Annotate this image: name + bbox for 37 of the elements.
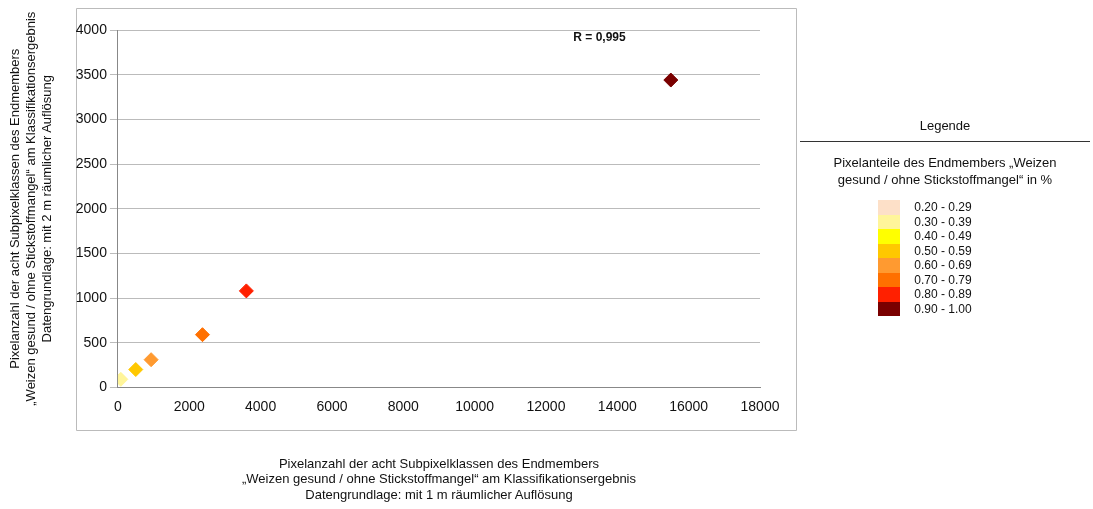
annotation: R = 0,995 [573,30,626,45]
x-tick-label: 0 [114,397,123,414]
legend-title: Pixelanteile des Endmembers „Weizen gesund / ohne Stickstoffmangel“ in % [832,154,1058,188]
legend-label: 0.50 - 0.59 [914,243,972,258]
point [194,327,210,343]
x-tick-label: 6000 [316,397,348,414]
x-tick-label: 4000 [245,397,277,414]
legend-label: 0.30 - 0.39 [914,214,972,229]
point [238,283,254,299]
y-tick-label: 3000 [75,110,108,127]
x-tick-label: 16000 [669,397,709,414]
point [128,362,144,378]
y-tick-label: 1500 [75,244,108,261]
y-tick-label: 3500 [75,65,108,82]
y-tick-label: 1000 [75,288,108,305]
point [663,72,679,88]
x-axis-title: Pixelanzahl der acht Subpixelklassen des Endmembers „Weizen gesund / ohne Stickstoffmangel“ am Klassifikationsergebnis Datengrundlage: mit 1 m räumlicher Auflösung [241,455,637,502]
y-tick-label: 0 [99,378,108,395]
legend-label: 0.20 - 0.29 [914,200,972,215]
legend-label: 0.40 - 0.49 [914,229,972,244]
y-tick-label: 2000 [75,199,108,216]
text: Legende [800,118,1090,142]
x-tick-label: 10000 [455,397,495,414]
x-tick-label: 12000 [526,397,566,414]
y-axis-title: Pixelanzahl der acht Subpixelklassen des Endmembers „Weizen gesund / ohne Stickstoffmangel“ am Klassifikationsergebnis Datengrundlage: mit 2 m räumlicher Auflösung [7,11,54,406]
y-tick-label: 500 [83,333,108,350]
point [143,352,159,368]
legend-label: 0.60 - 0.69 [914,258,972,273]
y-tick-label: 4000 [75,20,108,37]
y-tick-label: 2500 [75,154,108,171]
x-tick-label: 8000 [387,397,420,414]
legend-label: 0.80 - 0.89 [914,287,972,302]
x-tick-label: 2000 [173,397,206,414]
x-tick-label: 14000 [597,397,637,414]
x-tick-label: 18000 [740,397,780,414]
legend-label: 0.70 - 0.79 [914,272,972,287]
legend-label: 0.90 - 1.00 [914,301,972,316]
